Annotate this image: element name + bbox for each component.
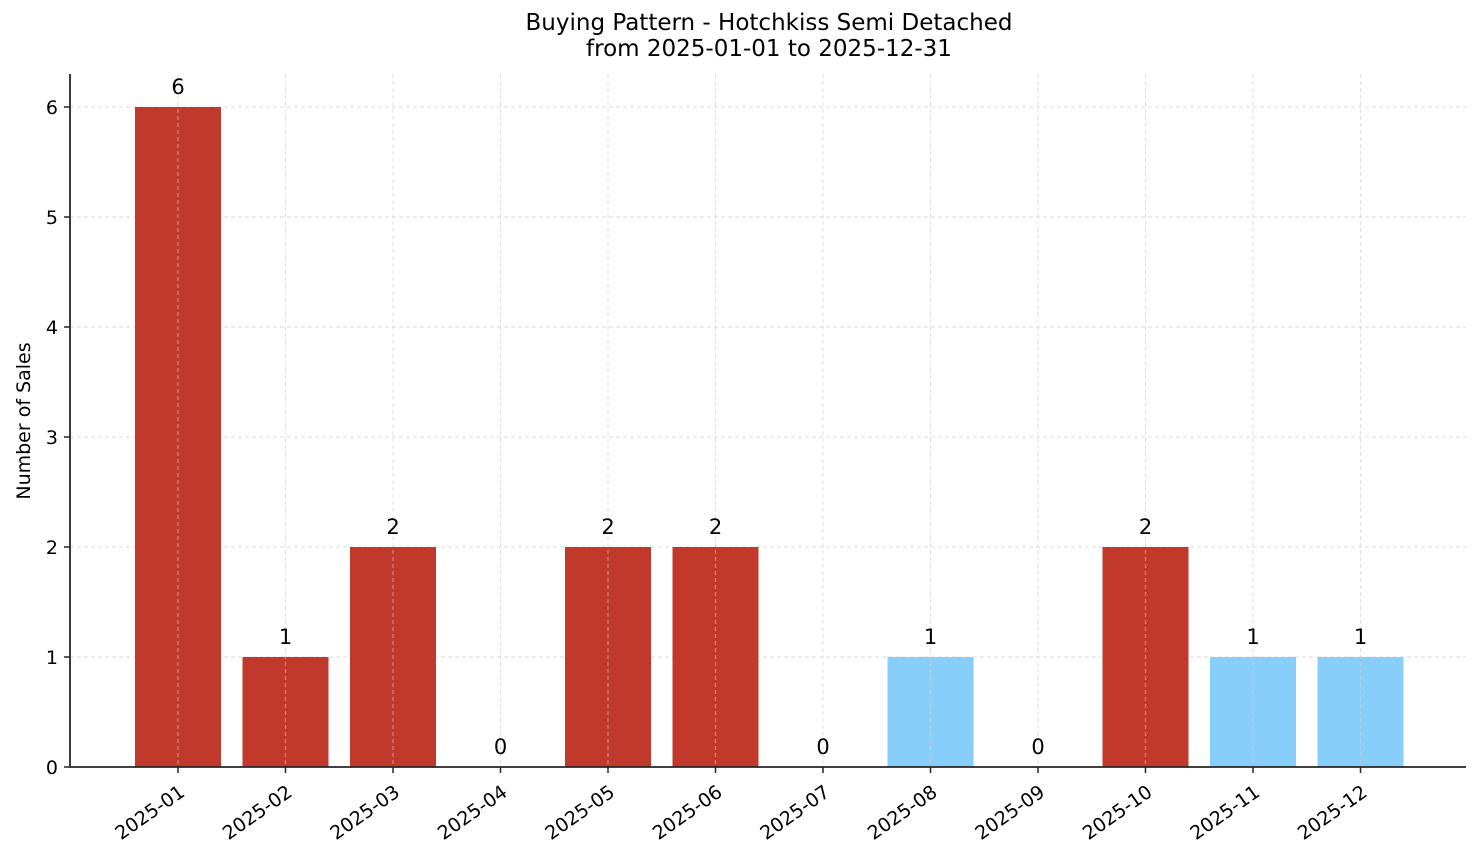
axes (69, 74, 1466, 768)
x-tick-label: 2025-09 (971, 781, 1049, 845)
x-tick-label: 2025-06 (649, 781, 727, 845)
x-tick-label: 2025-03 (326, 781, 404, 845)
x-tick-label: 2025-07 (756, 781, 834, 845)
x-tick-label: 2025-04 (434, 781, 512, 845)
data-label: 1 (279, 625, 292, 649)
data-label: 2 (601, 515, 614, 539)
y-tick-label: 1 (46, 647, 58, 669)
y-tick-label: 2 (46, 537, 58, 559)
bar-2025-01 (135, 107, 221, 767)
data-label: 2 (1139, 515, 1152, 539)
chart-title: Buying Pattern - Hotchkiss Semi Detached… (0, 10, 1481, 62)
chart-title-main: Buying Pattern - Hotchkiss Semi Detached (525, 10, 1013, 36)
chart-subtitle: from 2025-01-01 to 2025-12-31 (586, 36, 952, 62)
y-tick-label: 6 (46, 97, 58, 119)
data-label: 0 (816, 735, 829, 759)
x-tick-label: 2025-10 (1079, 781, 1157, 845)
x-tick-label: 2025-02 (219, 781, 297, 845)
x-tick-label: 2025-08 (864, 781, 942, 845)
y-axis-label: Number of Sales (13, 342, 35, 499)
y-axis-ticks: 0 1 2 3 4 5 6 (46, 97, 70, 779)
y-tick-label: 0 (46, 757, 58, 779)
x-tick-label: 2025-12 (1294, 781, 1372, 845)
y-tick-label: 4 (46, 317, 58, 339)
data-label: 1 (924, 625, 937, 649)
x-tick-label: 2025-11 (1186, 781, 1264, 845)
x-tick-label: 2025-01 (111, 781, 189, 845)
x-axis-ticks: 2025-01 2025-02 2025-03 2025-04 2025-05 2025-… (111, 767, 1371, 845)
data-label: 2 (709, 515, 722, 539)
data-label: 2 (386, 515, 399, 539)
data-label: 0 (494, 735, 507, 759)
x-tick-label: 2025-05 (541, 781, 619, 845)
y-tick-label: 5 (46, 207, 58, 229)
data-label: 1 (1354, 625, 1367, 649)
data-label: 0 (1031, 735, 1044, 759)
grid-lines (70, 106, 1466, 658)
data-labels: 6 1 2 0 2 2 0 1 0 2 1 1 (171, 74, 1367, 767)
data-label: 6 (171, 75, 184, 99)
y-tick-label: 3 (46, 427, 58, 449)
data-label: 1 (1246, 625, 1259, 649)
